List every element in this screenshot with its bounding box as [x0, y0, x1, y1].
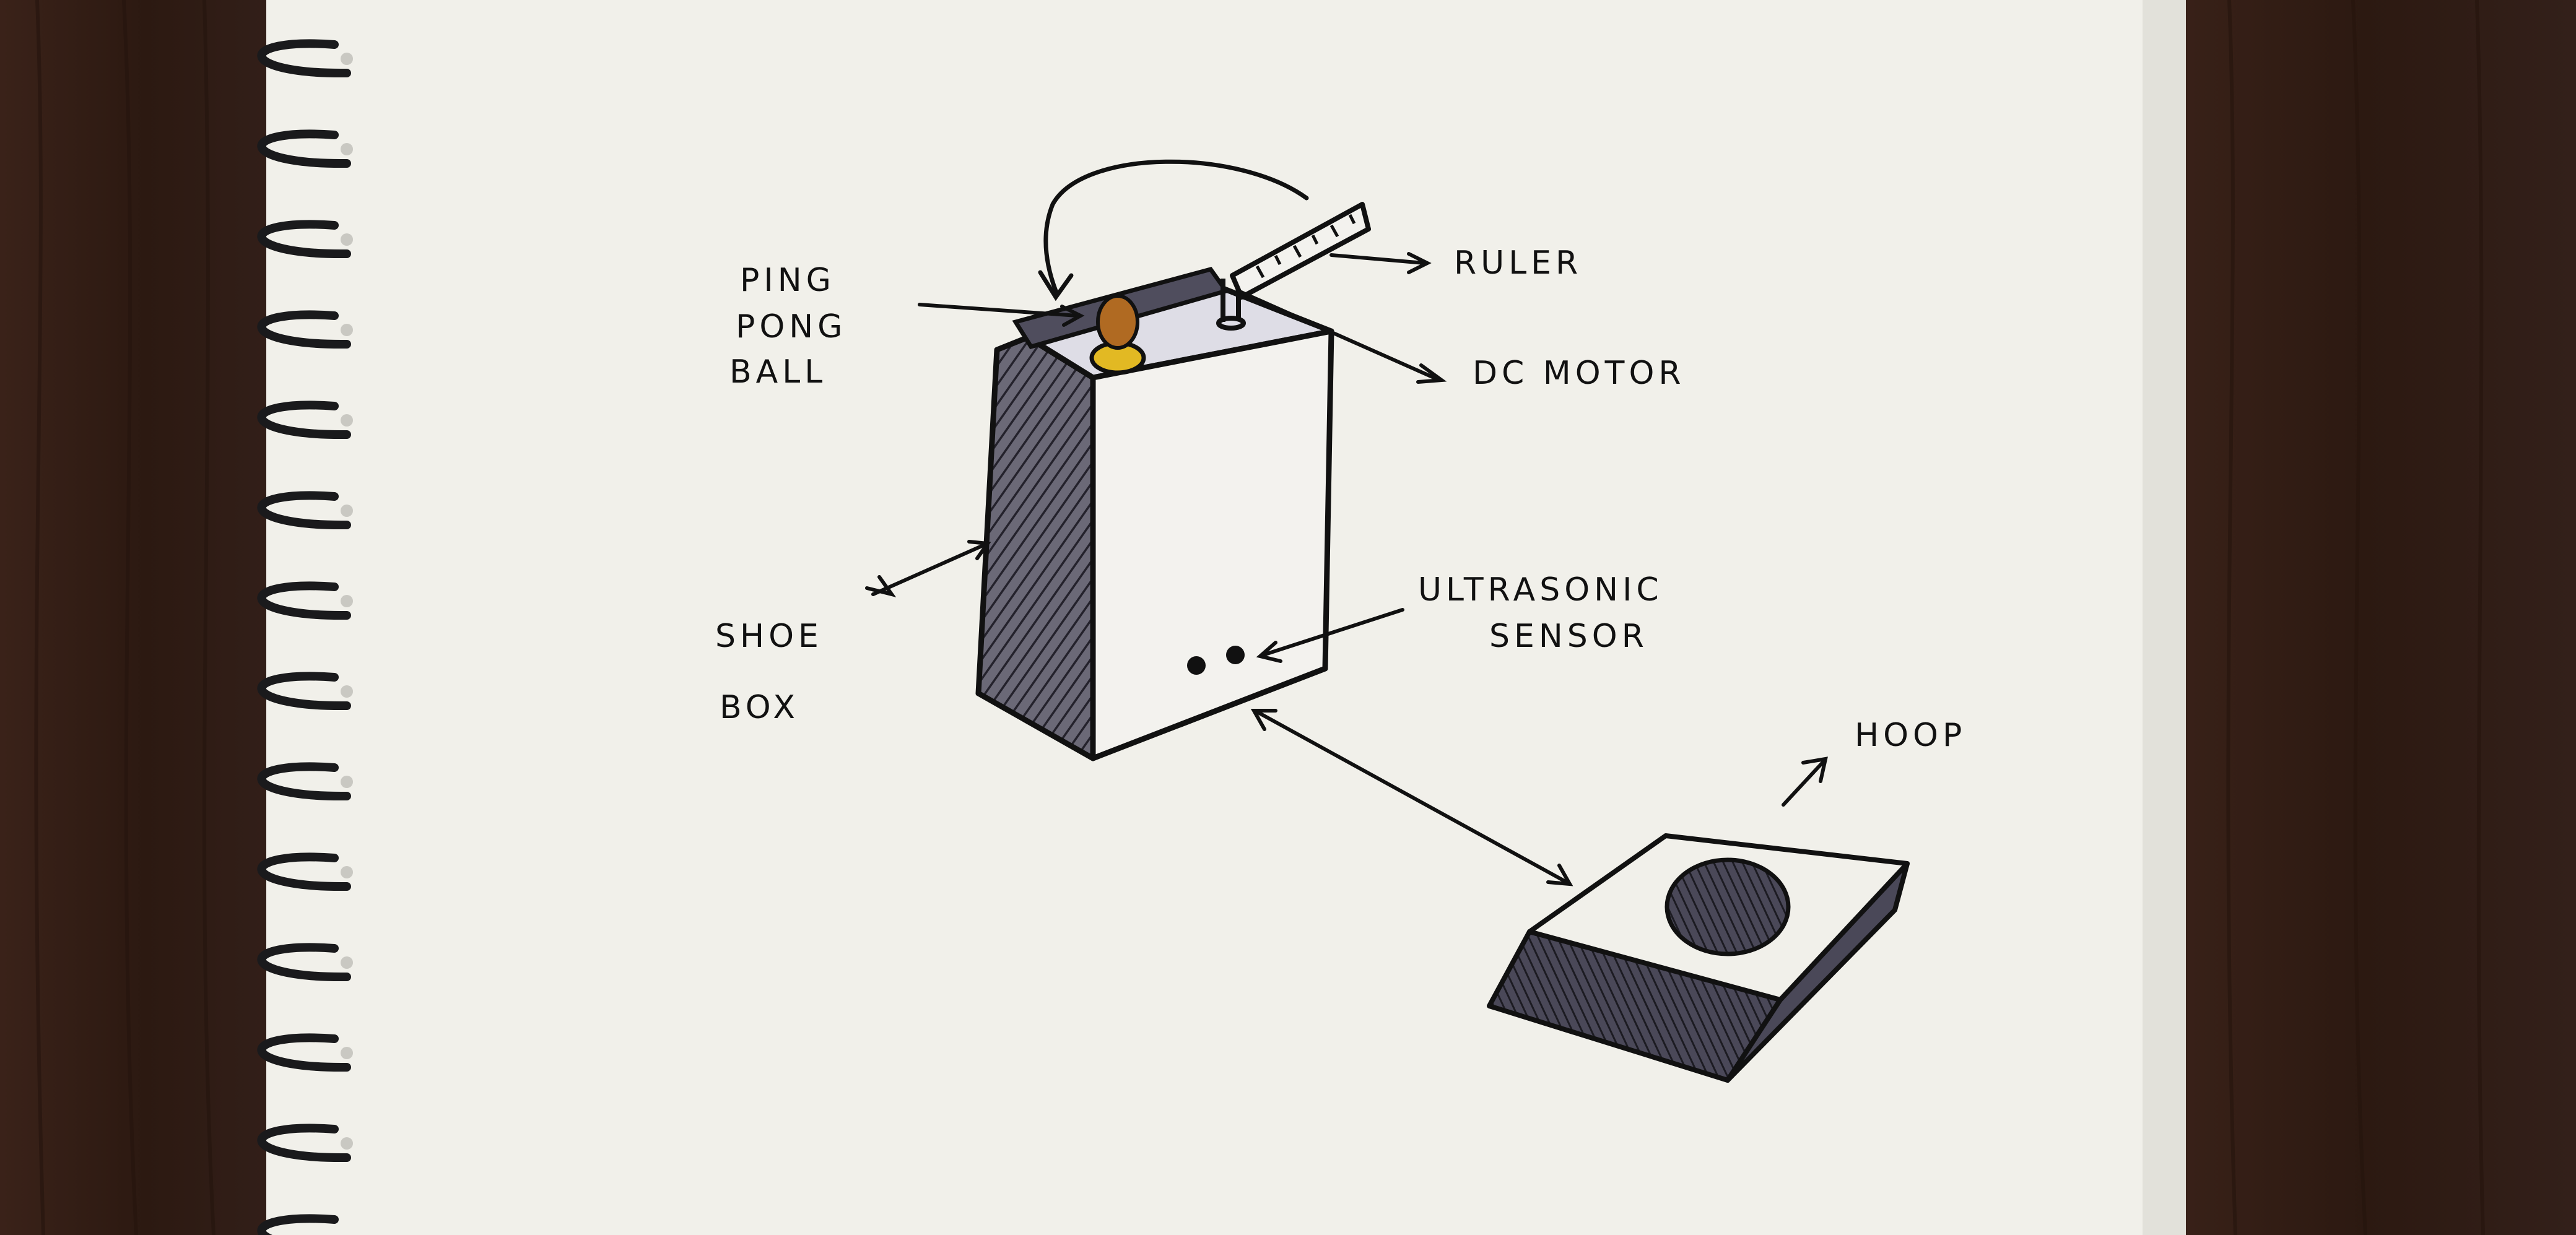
- label-shoe: SHOE: [715, 618, 823, 655]
- spiral-binding: [257, 39, 351, 1235]
- label-pong: PONG: [736, 308, 846, 345]
- label-sensor: SENSOR: [1489, 618, 1648, 655]
- label-ultrasonic: ULTRASONIC: [1418, 571, 1663, 609]
- labels: PING PONG BALL RULER DC MOTOR ULTRASONIC…: [715, 245, 1966, 754]
- leader-lines: [865, 252, 1828, 886]
- launch-arrow: [1038, 159, 1309, 301]
- shoe-box-side: [975, 334, 1096, 761]
- label-dc-motor: DC MOTOR: [1473, 355, 1686, 392]
- hoop: [1487, 833, 1910, 1083]
- ping-pong-ball: [1089, 294, 1146, 375]
- label-ping: PING: [740, 262, 835, 299]
- desk-grain: [34, 0, 2485, 1235]
- shoe-box: [975, 266, 1334, 761]
- desk-right: [2155, 0, 2576, 1235]
- label-ruler: RULER: [1454, 245, 1582, 282]
- ultrasonic-sensor-left-eye: [1187, 656, 1206, 675]
- label-hoop: HOOP: [1855, 717, 1966, 754]
- dc-motor: [1216, 275, 1246, 331]
- hoop-hole: [1664, 857, 1791, 956]
- desk-left: [0, 0, 291, 1235]
- spiral-holes: [341, 53, 353, 1150]
- ball: [1096, 294, 1139, 350]
- ultrasonic-sensor-right-eye: [1226, 646, 1245, 664]
- label-ball: BALL: [729, 353, 827, 391]
- label-box: BOX: [720, 689, 799, 726]
- page-edge: [2143, 0, 2186, 1235]
